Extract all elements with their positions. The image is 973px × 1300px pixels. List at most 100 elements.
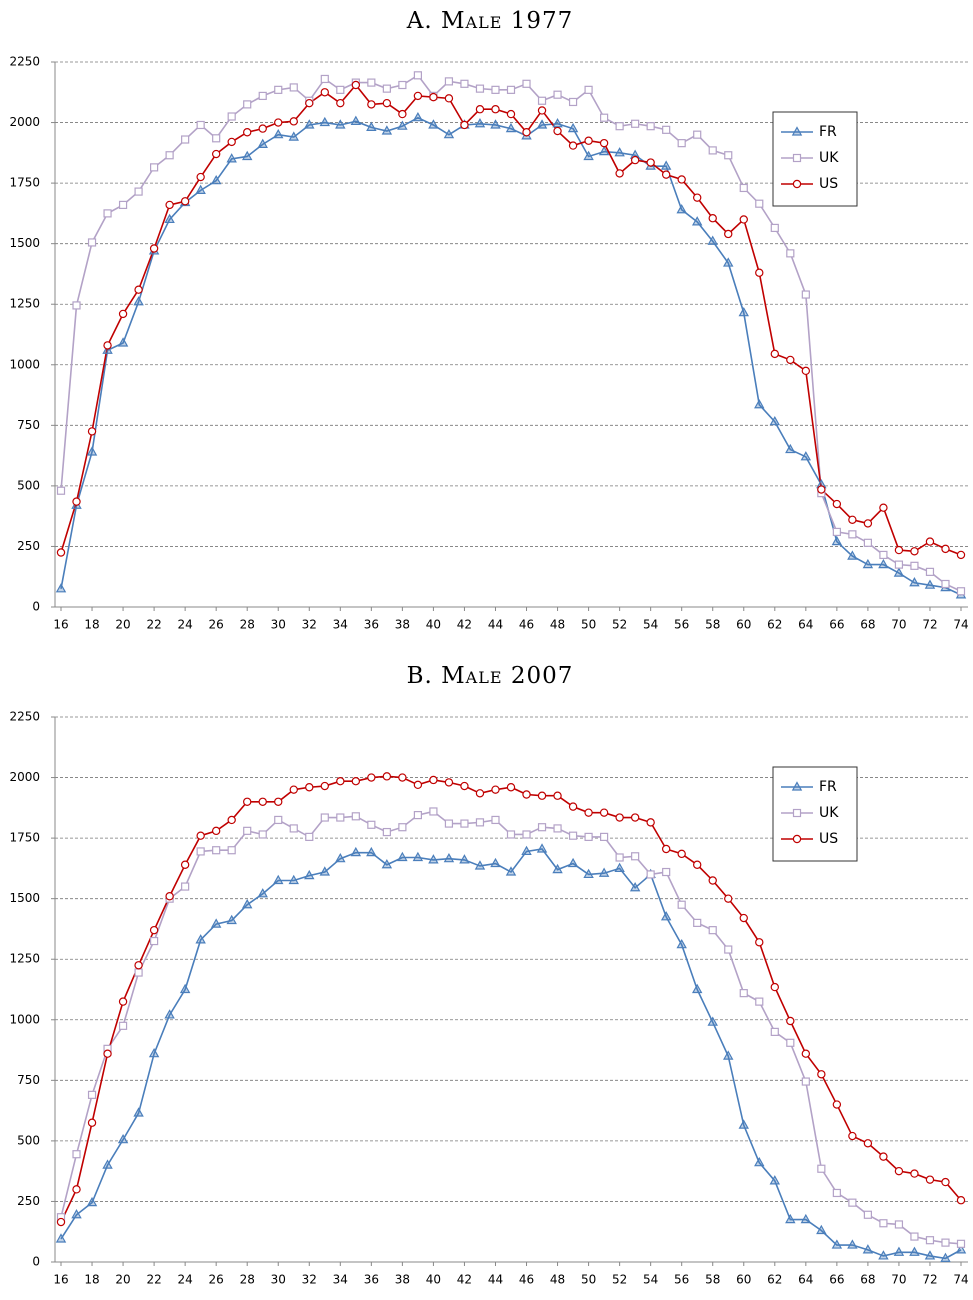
data-point [878, 558, 889, 569]
data-point [522, 128, 531, 137]
data-point [739, 913, 748, 923]
data-point [598, 145, 610, 156]
data-point [941, 1177, 950, 1187]
data-point [243, 128, 252, 137]
data-point [351, 776, 361, 786]
data-point [212, 134, 221, 143]
legend-marker [792, 153, 802, 163]
data-point [133, 1107, 144, 1117]
data-point [181, 135, 190, 144]
data-point [677, 900, 686, 909]
data-point [893, 567, 905, 577]
data-point [212, 846, 221, 855]
data-point [536, 119, 548, 129]
data-point [522, 790, 531, 799]
data-point [474, 860, 486, 870]
data-point [941, 1238, 950, 1247]
data-point [134, 285, 143, 294]
x-tick-label: 18 [84, 618, 99, 632]
data-point [600, 832, 609, 842]
data-point [801, 366, 811, 376]
data-point [165, 151, 174, 160]
data-point [894, 545, 904, 555]
data-point [754, 1156, 765, 1167]
chart-title: A. Male 1977 [406, 8, 574, 34]
legend-label: FR [819, 124, 837, 140]
data-point [367, 78, 376, 87]
data-point [553, 791, 562, 800]
data-point [863, 1210, 872, 1219]
legend-label: US [819, 831, 838, 847]
data-point [646, 870, 655, 879]
x-tick-label: 60 [736, 618, 751, 632]
x-tick-label: 24 [177, 1273, 192, 1287]
data-point [413, 71, 422, 80]
data-point [444, 778, 454, 787]
data-point [863, 519, 873, 528]
data-point [398, 109, 407, 119]
data-point [552, 863, 563, 874]
data-point [599, 138, 609, 148]
data-point [491, 105, 500, 114]
data-point [72, 1185, 81, 1194]
data-point [894, 1220, 904, 1229]
data-point [629, 882, 641, 892]
x-tick-label: 50 [581, 618, 596, 632]
y-tick-label: 0 [32, 600, 40, 614]
data-point [769, 415, 781, 426]
data-point [755, 268, 764, 277]
data-point [288, 874, 299, 885]
data-point [739, 215, 748, 224]
data-point [848, 515, 857, 525]
data-point [817, 485, 826, 494]
data-point [274, 118, 283, 127]
x-tick-label: 18 [84, 1273, 99, 1287]
data-point [429, 807, 438, 816]
data-point [335, 119, 346, 129]
data-point [583, 150, 594, 161]
data-point [382, 827, 391, 837]
y-tick-label: 1750 [9, 831, 40, 845]
data-point [367, 773, 376, 782]
data-point [257, 138, 268, 148]
data-point [786, 249, 795, 258]
x-tick-label: 46 [519, 618, 534, 632]
data-point [568, 802, 578, 811]
data-point [289, 83, 298, 92]
data-point [196, 120, 205, 130]
data-point [537, 96, 547, 105]
x-tick-label: 56 [674, 618, 689, 632]
data-point [786, 355, 795, 365]
data-point [553, 126, 562, 136]
data-point [925, 1175, 935, 1184]
x-tick-label: 54 [643, 1273, 658, 1287]
data-point [366, 121, 377, 131]
x-tick-label: 26 [209, 1273, 224, 1287]
data-point [831, 1239, 843, 1249]
data-point [584, 832, 593, 842]
data-point [770, 1027, 779, 1036]
legend-box [772, 766, 858, 862]
x-tick-label: 34 [333, 618, 348, 632]
data-point [258, 91, 267, 101]
data-point [460, 781, 469, 791]
data-point [336, 98, 345, 108]
data-point [336, 85, 345, 94]
data-point [786, 1016, 795, 1026]
data-point [87, 238, 97, 247]
data-point [289, 785, 298, 794]
data-point [615, 169, 624, 178]
x-tick-label: 28 [240, 1273, 255, 1287]
data-point [428, 854, 439, 864]
data-point [909, 577, 920, 587]
data-point [505, 122, 517, 133]
x-tick-label: 70 [891, 618, 906, 632]
data-point [429, 775, 438, 785]
x-tick-label: 38 [395, 1273, 410, 1287]
data-point [181, 882, 190, 891]
data-point [677, 139, 686, 148]
legend-marker [792, 179, 802, 189]
data-point [894, 560, 904, 569]
x-tick-label: 30 [271, 618, 286, 632]
data-point [662, 867, 671, 877]
